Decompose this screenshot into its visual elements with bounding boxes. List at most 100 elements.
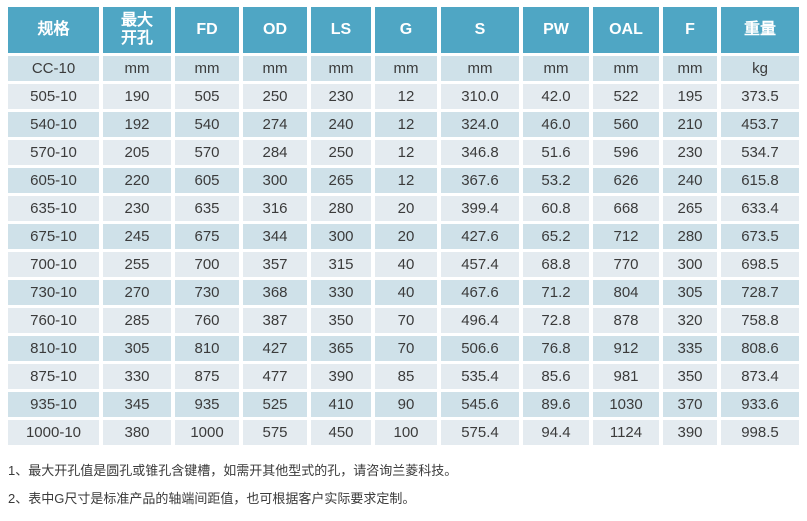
table-row-505-10: 505-10 190 505 250 230 12 310.0 42.0 522 195 373.5	[8, 84, 799, 109]
table-row-635-10-cell-2: 635	[175, 196, 239, 221]
table-row-810-10: 810-10 305 810 427 365 70 506.6 76.8 912 335 808.6	[8, 336, 799, 361]
table-row-635-10-cell-5: 20	[375, 196, 437, 221]
table-row-1000-10-cell-3: 575	[243, 420, 307, 445]
column-header-3: OD	[243, 7, 307, 53]
units-row-cell-1: mm	[103, 56, 171, 81]
table-row-605-10: 605-10 220 605 300 265 12 367.6 53.2 626 240 615.8	[8, 168, 799, 193]
table-row-1000-10-cell-0: 1000-10	[8, 420, 99, 445]
table-row-935-10: 935-10 345 935 525 410 90 545.6 89.6 1030 370 933.…	[8, 392, 799, 417]
table-row-1000-10-cell-4: 450	[311, 420, 371, 445]
table-row-875-10-cell-4: 390	[311, 364, 371, 389]
table-row-935-10-cell-8: 1030	[593, 392, 659, 417]
column-header-8: OAL	[593, 7, 659, 53]
table-row-810-10-cell-10: 808.6	[721, 336, 799, 361]
table-row-810-10-cell-6: 506.6	[441, 336, 519, 361]
table-row-675-10-cell-0: 675-10	[8, 224, 99, 249]
table-row-570-10: 570-10 205 570 284 250 12 346.8 51.6 596 230 534.7	[8, 140, 799, 165]
table-row-730-10-cell-9: 305	[663, 280, 717, 305]
units-row-cell-7: mm	[523, 56, 589, 81]
table-row-675-10: 675-10 245 675 344 300 20 427.6 65.2 712 280 673.5	[8, 224, 799, 249]
table-row-730-10-cell-2: 730	[175, 280, 239, 305]
table-row-700-10: 700-10 255 700 357 315 40 457.4 68.8 770 300 698.5	[8, 252, 799, 277]
table-row-700-10-cell-2: 700	[175, 252, 239, 277]
table-row-570-10-cell-8: 596	[593, 140, 659, 165]
table-row-810-10-cell-2: 810	[175, 336, 239, 361]
table-row-875-10-cell-9: 350	[663, 364, 717, 389]
table-row-505-10-cell-1: 190	[103, 84, 171, 109]
column-header-5: G	[375, 7, 437, 53]
table-row-700-10-cell-8: 770	[593, 252, 659, 277]
table-row-540-10-cell-1: 192	[103, 112, 171, 137]
table-row-875-10-cell-0: 875-10	[8, 364, 99, 389]
table-row-730-10: 730-10 270 730 368 330 40 467.6 71.2 804 305 728.7	[8, 280, 799, 305]
table-row-875-10-cell-1: 330	[103, 364, 171, 389]
table-row-875-10-cell-8: 981	[593, 364, 659, 389]
table-row-570-10-cell-4: 250	[311, 140, 371, 165]
table-row-935-10-cell-2: 935	[175, 392, 239, 417]
table-row-760-10: 760-10 285 760 387 350 70 496.4 72.8 878 320 758.8	[8, 308, 799, 333]
table-row-700-10-cell-9: 300	[663, 252, 717, 277]
table-row-875-10-cell-3: 477	[243, 364, 307, 389]
units-row-cell-9: mm	[663, 56, 717, 81]
table-row-730-10-cell-8: 804	[593, 280, 659, 305]
table-row-570-10-cell-3: 284	[243, 140, 307, 165]
table-row-1000-10-cell-5: 100	[375, 420, 437, 445]
table-row-810-10-cell-3: 427	[243, 336, 307, 361]
table-row-875-10-cell-2: 875	[175, 364, 239, 389]
table-row-935-10-cell-5: 90	[375, 392, 437, 417]
table-row-505-10-cell-9: 195	[663, 84, 717, 109]
table-row-635-10-cell-1: 230	[103, 196, 171, 221]
table-row-635-10-cell-9: 265	[663, 196, 717, 221]
table-row-635-10-cell-4: 280	[311, 196, 371, 221]
table-row-540-10-cell-4: 240	[311, 112, 371, 137]
table-row-570-10-cell-7: 51.6	[523, 140, 589, 165]
table-row-700-10-cell-0: 700-10	[8, 252, 99, 277]
table-row-875-10-cell-6: 535.4	[441, 364, 519, 389]
table-row-505-10-cell-3: 250	[243, 84, 307, 109]
table-row-935-10-cell-9: 370	[663, 392, 717, 417]
table-row-570-10-cell-2: 570	[175, 140, 239, 165]
column-header-1: 最大 开孔	[103, 7, 171, 53]
table-row-540-10-cell-0: 540-10	[8, 112, 99, 137]
footnotes: 1、最大开孔值是圆孔或锥孔含键槽，如需开其他型式的孔，请咨询兰菱科技。 2、表中…	[8, 460, 803, 507]
units-row-cell-3: mm	[243, 56, 307, 81]
table-row-810-10-cell-5: 70	[375, 336, 437, 361]
column-header-2: FD	[175, 7, 239, 53]
header-row: 规格 最大 开孔 FD OD LS G S PW OAL F 重量	[8, 7, 799, 53]
table-row-605-10-cell-8: 626	[593, 168, 659, 193]
table-row-570-10-cell-6: 346.8	[441, 140, 519, 165]
table-row-730-10-cell-0: 730-10	[8, 280, 99, 305]
table-row-875-10-cell-7: 85.6	[523, 364, 589, 389]
table-row-675-10-cell-9: 280	[663, 224, 717, 249]
column-header-6: S	[441, 7, 519, 53]
units-row-cell-8: mm	[593, 56, 659, 81]
units-row-cell-2: mm	[175, 56, 239, 81]
table-row-935-10-cell-0: 935-10	[8, 392, 99, 417]
table-row-505-10-cell-6: 310.0	[441, 84, 519, 109]
table-row-505-10-cell-4: 230	[311, 84, 371, 109]
table-row-700-10-cell-4: 315	[311, 252, 371, 277]
table-row-505-10-cell-7: 42.0	[523, 84, 589, 109]
table-row-700-10-cell-3: 357	[243, 252, 307, 277]
table-row-1000-10-cell-7: 94.4	[523, 420, 589, 445]
table-row-540-10-cell-5: 12	[375, 112, 437, 137]
units-row-cell-6: mm	[441, 56, 519, 81]
table-row-1000-10-cell-8: 1124	[593, 420, 659, 445]
table-row-540-10-cell-7: 46.0	[523, 112, 589, 137]
table-row-1000-10-cell-1: 380	[103, 420, 171, 445]
table-row-605-10-cell-10: 615.8	[721, 168, 799, 193]
units-row-cell-10: kg	[721, 56, 799, 81]
table-row-675-10-cell-7: 65.2	[523, 224, 589, 249]
footnote-2: 2、表中G尺寸是标准产品的轴端间距值，也可根据客户实际要求定制。	[8, 491, 416, 506]
table-row-540-10-cell-6: 324.0	[441, 112, 519, 137]
table-row-935-10-cell-1: 345	[103, 392, 171, 417]
table-row-675-10-cell-8: 712	[593, 224, 659, 249]
table-row-730-10-cell-1: 270	[103, 280, 171, 305]
table-row-675-10-cell-6: 427.6	[441, 224, 519, 249]
table-row-540-10-cell-8: 560	[593, 112, 659, 137]
table-row-700-10-cell-5: 40	[375, 252, 437, 277]
table-row-730-10-cell-4: 330	[311, 280, 371, 305]
table-row-605-10-cell-9: 240	[663, 168, 717, 193]
table-row-605-10-cell-6: 367.6	[441, 168, 519, 193]
table-row-505-10-cell-2: 505	[175, 84, 239, 109]
